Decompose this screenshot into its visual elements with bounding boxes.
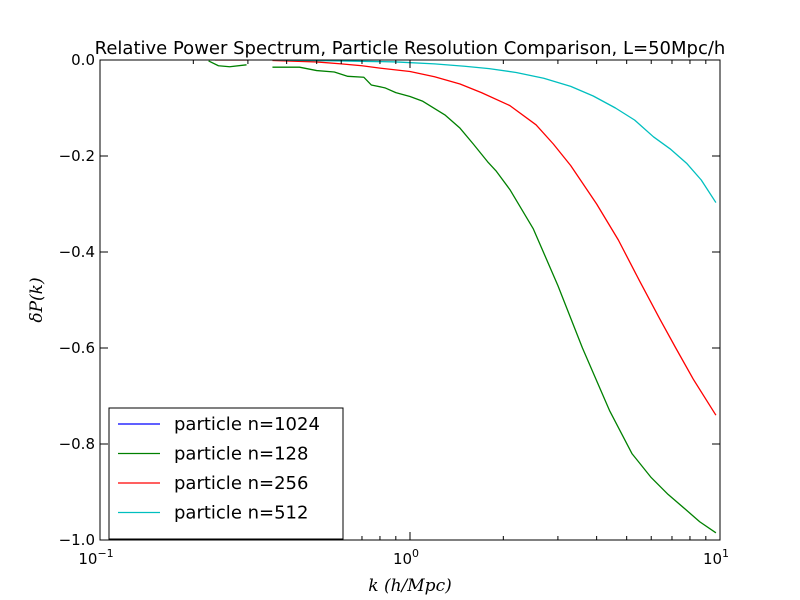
- x-tick-label-base: 10: [393, 550, 412, 568]
- chart-title: Relative Power Spectrum, Particle Resolu…: [95, 38, 726, 59]
- y-tick-label: −0.6: [59, 339, 95, 357]
- legend: particle n=1024 particle n=128 particle n=…: [108, 407, 344, 540]
- y-tick-label: −0.8: [59, 435, 95, 453]
- y-tick-label: −0.4: [59, 243, 95, 261]
- series-line-2: [215, 60, 717, 416]
- x-tick-label: 100: [393, 547, 419, 568]
- x-tick-label-base: 10: [78, 550, 97, 568]
- y-tick-label: −1.0: [59, 531, 95, 549]
- x-tick-label: 101: [703, 547, 729, 568]
- series-line-3: [272, 60, 717, 203]
- legend-label-0: particle n=1024: [174, 414, 320, 435]
- legend-label-2: particle n=256: [174, 473, 308, 494]
- x-tick-label-base: 10: [703, 550, 722, 568]
- legend-label-1: particle n=128: [174, 444, 308, 465]
- x-tick-label-exponent: −1: [97, 547, 113, 560]
- x-axis-label: k (h/Mpc): [368, 576, 451, 596]
- x-tick-label-exponent: 1: [722, 547, 729, 560]
- legend-label-3: particle n=512: [174, 503, 308, 524]
- y-tick-label: 0.0: [71, 51, 95, 69]
- series-line-1: [208, 60, 717, 534]
- legend-box: [108, 407, 344, 540]
- x-tick-label-exponent: 0: [412, 547, 419, 560]
- y-tick-label: −0.2: [59, 147, 95, 165]
- y-axis-label: δP(k): [27, 277, 47, 322]
- x-tick-label: 10−1: [78, 547, 113, 568]
- plot-area: [208, 60, 717, 534]
- series-lines: [208, 60, 717, 534]
